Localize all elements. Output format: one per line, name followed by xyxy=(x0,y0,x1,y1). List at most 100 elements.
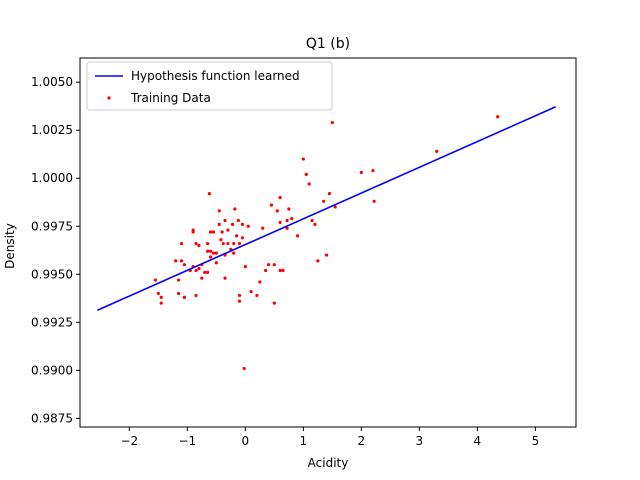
x-axis: −2 −1 0 1 2 3 4 5 xyxy=(120,427,539,448)
data-point xyxy=(203,270,207,274)
data-point xyxy=(295,234,300,238)
data-point xyxy=(435,149,439,153)
data-point xyxy=(285,218,289,223)
data-point xyxy=(322,199,326,203)
data-point xyxy=(206,270,210,274)
data-point xyxy=(194,293,198,298)
legend-marker-scatter xyxy=(107,96,111,100)
data-point xyxy=(290,216,294,221)
hypothesis-line xyxy=(97,106,557,311)
data-point xyxy=(236,218,240,223)
legend: Hypothesis function learned Training Dat… xyxy=(86,61,333,111)
data-point xyxy=(258,280,262,284)
data-point xyxy=(219,238,223,242)
data-point xyxy=(208,230,213,234)
data-point xyxy=(246,224,250,228)
data-point xyxy=(179,241,184,246)
data-point xyxy=(307,182,311,186)
data-point xyxy=(159,301,163,305)
x-tick-label: 4 xyxy=(474,434,482,448)
data-point xyxy=(208,249,213,253)
data-point xyxy=(206,241,210,246)
legend-label-line: Hypothesis function learned xyxy=(131,69,300,83)
data-point xyxy=(197,243,201,248)
data-point xyxy=(194,268,198,273)
data-point xyxy=(266,263,271,267)
data-point xyxy=(232,251,236,255)
x-tick-label: 1 xyxy=(300,434,308,448)
data-point xyxy=(272,263,276,267)
x-tick-label: −2 xyxy=(120,434,138,448)
data-point xyxy=(211,230,216,234)
data-point xyxy=(197,266,201,271)
y-tick-label: 0.9975 xyxy=(31,219,73,233)
y-tick-label: 1.0000 xyxy=(31,171,73,185)
data-point xyxy=(304,172,308,177)
data-point xyxy=(174,259,178,263)
data-point xyxy=(269,203,274,207)
data-point xyxy=(235,234,239,238)
data-point xyxy=(243,265,247,269)
data-point xyxy=(179,259,184,263)
data-point xyxy=(240,222,245,226)
x-tick-label: 5 xyxy=(532,434,540,448)
data-point xyxy=(371,168,375,173)
data-point xyxy=(330,120,334,125)
data-point xyxy=(182,295,187,299)
data-point xyxy=(237,293,242,298)
axes-frame xyxy=(79,57,577,428)
data-point xyxy=(220,230,224,234)
data-point xyxy=(221,241,225,246)
data-point xyxy=(313,222,317,226)
data-point xyxy=(240,236,245,240)
data-point xyxy=(153,278,158,282)
data-point xyxy=(372,199,376,203)
data-point xyxy=(237,241,242,246)
data-point xyxy=(261,226,265,230)
data-point xyxy=(264,268,268,273)
data-point xyxy=(233,207,237,211)
data-point xyxy=(159,295,163,299)
x-tick-label: 3 xyxy=(416,434,424,448)
data-point xyxy=(316,259,320,263)
chart-title: Q1 (b) xyxy=(306,36,350,52)
data-point xyxy=(281,268,285,273)
y-tick-label: 0.9950 xyxy=(31,267,73,281)
y-axis: 0.9875 0.9900 0.9925 0.9950 0.9975 1.0000 1.00… xyxy=(31,75,80,425)
data-point xyxy=(156,291,160,296)
legend-box xyxy=(86,61,333,111)
x-axis-label: Acidity xyxy=(308,456,349,470)
data-point xyxy=(496,115,500,119)
data-point xyxy=(194,241,198,246)
data-point xyxy=(207,192,211,196)
data-point xyxy=(249,289,253,294)
data-point xyxy=(226,241,230,246)
data-point xyxy=(214,251,218,255)
data-point xyxy=(226,228,230,232)
data-point xyxy=(217,209,221,213)
data-point xyxy=(333,205,337,209)
data-point xyxy=(255,293,259,298)
data-point xyxy=(327,192,332,196)
legend-label-scatter: Training Data xyxy=(130,91,211,105)
x-tick-label: 2 xyxy=(358,434,366,448)
data-point xyxy=(217,222,221,226)
data-point xyxy=(232,241,236,246)
data-point xyxy=(191,230,195,234)
data-point xyxy=(272,301,276,305)
data-point xyxy=(278,268,282,273)
data-point xyxy=(242,366,246,371)
y-tick-label: 0.9900 xyxy=(31,363,73,377)
x-tick-label: 0 xyxy=(242,434,250,448)
data-point xyxy=(278,195,282,200)
data-point xyxy=(214,261,218,265)
data-point xyxy=(177,278,181,282)
data-point xyxy=(223,218,227,223)
data-point xyxy=(324,253,329,257)
y-tick-label: 1.0050 xyxy=(31,75,73,89)
data-point xyxy=(200,276,204,280)
y-tick-label: 0.9925 xyxy=(31,315,73,329)
y-tick-label: 1.0025 xyxy=(31,123,73,137)
x-tick-label: −1 xyxy=(178,434,196,448)
y-tick-label: 0.9875 xyxy=(31,411,73,425)
